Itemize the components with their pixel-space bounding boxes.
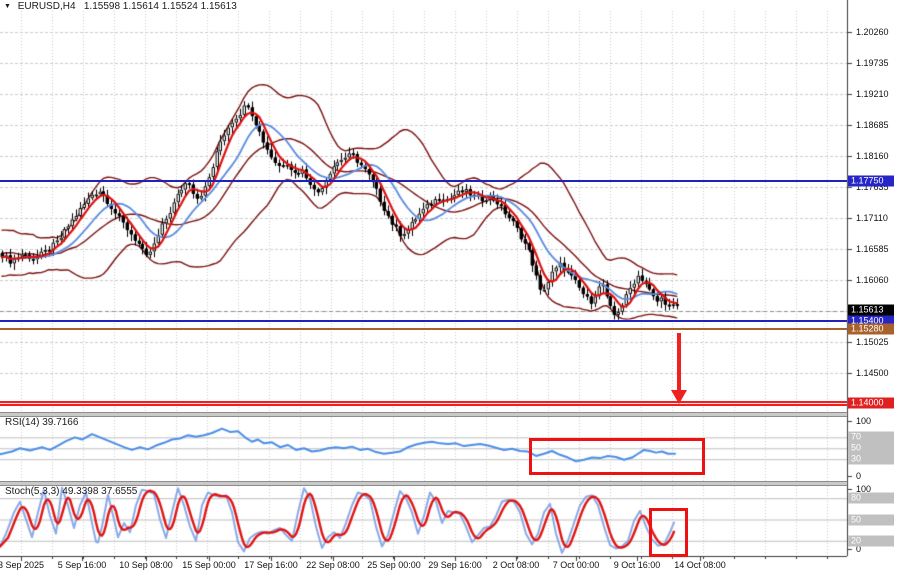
time-axis-label: 2 Oct 08:00 bbox=[492, 560, 540, 570]
support-price-badge: 1.15400 bbox=[848, 315, 894, 327]
rsi-level-badge: 70 bbox=[848, 431, 894, 443]
panel-separator[interactable] bbox=[0, 481, 847, 486]
support-line-1-15280[interactable] bbox=[0, 328, 847, 330]
price-axis-label: 1.20260 bbox=[856, 27, 889, 37]
chart-ohlc-values: 1.15598 1.15614 1.15524 1.15613 bbox=[83, 1, 237, 12]
price-axis-label: 1.17110 bbox=[856, 213, 888, 223]
price-axis-label: 0 bbox=[856, 471, 862, 481]
time-axis-label: 10 Sep 08:00 bbox=[119, 560, 173, 570]
chart-symbol-period: EURUSD,H4 bbox=[17, 1, 76, 12]
resistance-line-1-17750[interactable] bbox=[0, 180, 847, 182]
time-axis-label: 22 Sep 08:00 bbox=[306, 560, 360, 570]
price-axis-label: 1.16585 bbox=[856, 244, 889, 254]
current-price-badge: 1.15613 bbox=[848, 304, 894, 316]
price-axis-label: 1.15025 bbox=[856, 337, 889, 347]
stoch-level-badge: 20 bbox=[848, 535, 894, 547]
price-axis-label: 1.14500 bbox=[856, 368, 889, 378]
price-axis-label: 1.17635 bbox=[856, 182, 889, 192]
stoch-level-badge: 50 bbox=[848, 514, 894, 526]
panel-separator[interactable] bbox=[0, 412, 847, 417]
down-arrow-annotation[interactable] bbox=[667, 330, 691, 408]
target-price-badge: 1.14000 bbox=[848, 397, 894, 409]
price-axis-label: 1.18160 bbox=[856, 151, 889, 161]
chart-title: ▼ EURUSD,H4 1.15598 1.15614 1.15524 1.15… bbox=[4, 1, 237, 12]
target-line-1-14000[interactable] bbox=[0, 401, 847, 406]
time-axis-label: 29 Sep 16:00 bbox=[428, 560, 482, 570]
price-axis-label: 1.19210 bbox=[856, 89, 889, 99]
price-axis-label: 1.19735 bbox=[856, 58, 889, 68]
time-axis-label: 5 Sep 16:00 bbox=[57, 560, 107, 570]
time-axis-label: 17 Sep 16:00 bbox=[244, 560, 298, 570]
price-axis-label: 100 bbox=[856, 416, 872, 426]
price-axis-label: 100 bbox=[856, 484, 872, 494]
rsi-highlight-rectangle[interactable] bbox=[529, 438, 705, 475]
price-axis-label: 1.18685 bbox=[856, 120, 889, 130]
price-axis-label: 1.16060 bbox=[856, 275, 889, 285]
time-axis-label: 14 Oct 08:00 bbox=[674, 560, 726, 570]
rsi-level-badge: 30 bbox=[848, 453, 894, 465]
resistance-price-badge: 1.17750 bbox=[848, 175, 894, 187]
rsi-indicator-label: RSI(14) 39.7166 bbox=[5, 417, 79, 428]
time-axis-label: 15 Sep 00:00 bbox=[182, 560, 236, 570]
time-axis-label: 7 Oct 00:00 bbox=[552, 560, 600, 570]
stoch-indicator-label: Stoch(5,3,3) 49.3398 37.6555 bbox=[5, 486, 138, 497]
collapse-objects-icon[interactable]: ▼ bbox=[4, 3, 11, 10]
stoch-level-badge: 80 bbox=[848, 492, 894, 504]
time-axis-label: 3 Sep 2025 bbox=[0, 560, 45, 570]
time-axis-label: 25 Sep 00:00 bbox=[367, 560, 421, 570]
support-line-1-15400[interactable] bbox=[0, 320, 847, 322]
time-axis-label: 9 Oct 16:00 bbox=[613, 560, 661, 570]
price-axis-label: 0 bbox=[856, 544, 862, 554]
rsi-level-badge: 50 bbox=[848, 442, 894, 454]
stoch-highlight-rectangle[interactable] bbox=[649, 508, 688, 557]
support2-price-badge: 1.15280 bbox=[848, 323, 894, 335]
